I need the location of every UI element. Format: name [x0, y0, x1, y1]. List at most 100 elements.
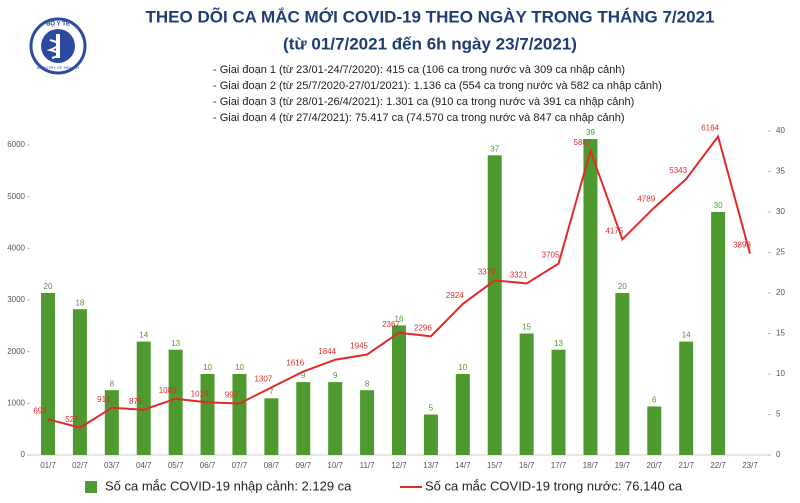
x-tick-label: 14/7 [455, 461, 471, 470]
x-tick-label: 10/7 [327, 461, 343, 470]
bar [647, 406, 662, 455]
logo-bottom: MINISTRY OF HEALTH [37, 65, 79, 70]
y-tick-label: 5000 [7, 192, 25, 201]
line-label: 3705 [542, 251, 560, 260]
bar-label: 7 [269, 387, 274, 396]
line-label: 4175 [605, 226, 623, 235]
x-tick-label: 06/7 [200, 461, 216, 470]
x-tick-label: 01/7 [40, 461, 56, 470]
x-tick-label: 17/7 [551, 461, 567, 470]
x-tick-label: 07/7 [232, 461, 248, 470]
line [47, 134, 751, 429]
chart-subtitle: (từ 01/7/2021 đến 6h ngày 23/7/2021) [283, 34, 577, 53]
bar-label: 15 [522, 323, 531, 332]
bar-label: 10 [203, 363, 212, 372]
line-label: 1307 [254, 375, 272, 384]
y-tick-label: 1000 [7, 398, 25, 407]
x-tick-label: 03/7 [104, 461, 120, 470]
bar [168, 349, 183, 455]
x-tick-label: 13/7 [423, 461, 439, 470]
x-tick-label: 23/7 [742, 461, 758, 470]
bar-label: 18 [75, 298, 84, 307]
line-label: 5343 [669, 166, 687, 175]
x-tick-label: 08/7 [264, 461, 280, 470]
y-tick-label: 0 [21, 450, 26, 459]
line-label: 876 [129, 397, 143, 406]
bar [264, 398, 279, 455]
line-label: 914 [97, 395, 111, 404]
y2-tick-label: 30 [776, 207, 785, 216]
logo: BỘ Y TẾ MINISTRY OF HEALTH [29, 17, 87, 75]
y2-tick-label: 5 [776, 410, 781, 419]
bar-label: 9 [333, 371, 338, 380]
line-label: 4789 [637, 195, 655, 204]
annotation: - Giai đoạn 4 (từ 27/4/2021): 75.417 ca … [213, 112, 624, 124]
x-tick-label: 19/7 [615, 461, 631, 470]
bar [360, 390, 375, 455]
bar-label: 37 [490, 144, 499, 153]
bar-label: 10 [235, 363, 244, 372]
bar [423, 414, 438, 455]
line-label: 1844 [318, 347, 336, 356]
x-tick-label: 02/7 [72, 461, 88, 470]
y2-tick-label: 35 [776, 167, 785, 176]
bar [711, 212, 726, 455]
bar-label: 13 [171, 339, 180, 348]
y-tick-label: 3000 [7, 295, 25, 304]
bar-label: 9 [301, 371, 306, 380]
bar [679, 341, 694, 455]
annotation: - Giai đoạn 2 (từ 25/7/2020-27/01/2021):… [213, 80, 662, 92]
annotation: - Giai đoạn 3 (từ 28/01-26/4/2021): 1.30… [213, 96, 634, 108]
line-label: 5887 [574, 138, 592, 147]
y2-tick-label: 40 [776, 126, 785, 135]
line-label: 693 [33, 406, 47, 415]
y2-tick-label: 10 [776, 369, 785, 378]
chart-title: THEO DÕI CA MẮC MỚI COVID-19 THEO NGÀY T… [146, 6, 715, 26]
bar [328, 382, 343, 455]
bar [72, 309, 87, 455]
line-label: 1945 [350, 342, 368, 351]
legend-label: Số ca mắc COVID-19 nhập cảnh: 2.129 ca [105, 478, 352, 493]
x-tick-label: 04/7 [136, 461, 152, 470]
bar-label: 30 [714, 201, 723, 210]
legend-label: Số ca mắc COVID-19 trong nước: 76.140 ca [425, 478, 683, 493]
x-tick-label: 12/7 [391, 461, 407, 470]
y-tick-label: 2000 [7, 347, 25, 356]
bar [136, 341, 151, 455]
bar-label: 8 [365, 379, 370, 388]
logo-snake [46, 39, 60, 59]
x-tick-label: 05/7 [168, 461, 184, 470]
bar [296, 382, 311, 455]
x-tick-label: 22/7 [710, 461, 726, 470]
line-label: 3379 [478, 268, 496, 277]
y2-tick-label: 15 [776, 329, 785, 338]
bar-label: 5 [429, 404, 434, 413]
bar-label: 14 [139, 331, 148, 340]
line-label: 1089 [159, 386, 177, 395]
bar [455, 374, 470, 455]
bar [200, 374, 215, 455]
bar-label: 10 [458, 363, 467, 372]
bar-label: 39 [586, 128, 595, 137]
bar-label: 20 [618, 282, 627, 291]
x-tick-label: 11/7 [360, 461, 376, 470]
legend-swatch [85, 481, 97, 493]
bar [232, 374, 247, 455]
logo-top: BỘ Y TẾ [46, 20, 70, 28]
bar [487, 155, 502, 456]
y-tick-label: 4000 [7, 243, 25, 252]
y2-tick-label: 20 [776, 288, 785, 297]
bar [615, 293, 630, 455]
bar-label: 20 [44, 282, 53, 291]
line-label: 3898 [733, 241, 751, 250]
line-label: 2367 [382, 320, 400, 329]
annotation: - Giai đoạn 1 (từ 23/01-24/7/2020): 415 … [213, 64, 625, 76]
bar [41, 293, 55, 455]
x-tick-label: 20/7 [646, 461, 662, 470]
y-tick-label: 6000 [7, 140, 25, 149]
bar [583, 139, 598, 455]
x-tick-label: 15/7 [487, 461, 503, 470]
line-label: 2924 [446, 291, 464, 300]
line-label: 2296 [414, 323, 432, 332]
line-label: 3321 [510, 271, 528, 280]
